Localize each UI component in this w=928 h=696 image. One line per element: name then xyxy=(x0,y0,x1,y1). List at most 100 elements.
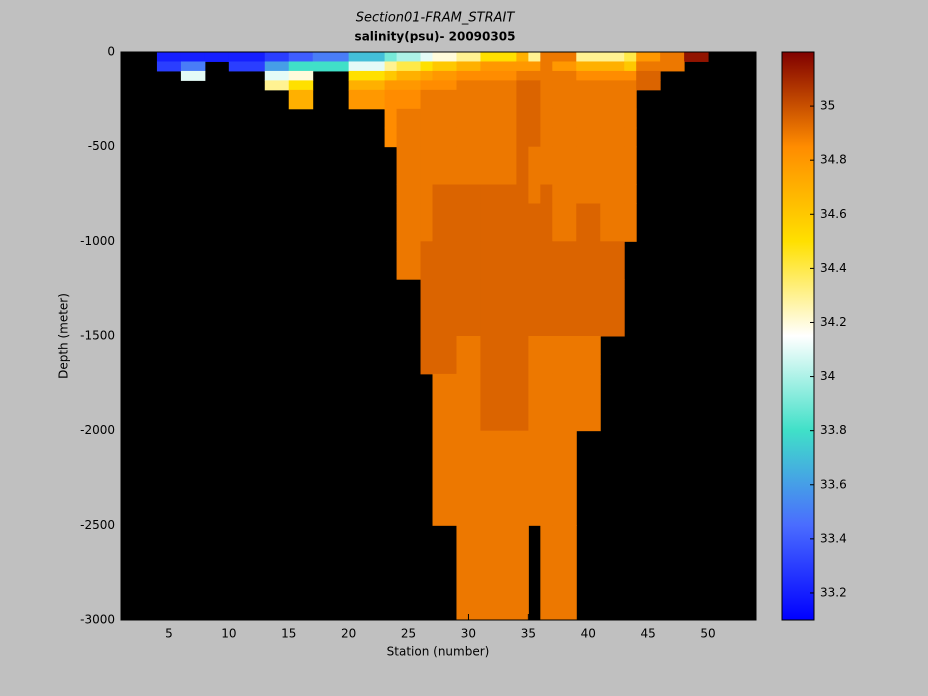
heatmap-cell xyxy=(480,127,517,148)
heatmap-cell xyxy=(516,336,529,375)
x-tick-label: 15 xyxy=(281,627,296,641)
heatmap-cell xyxy=(432,108,457,129)
heatmap-cell xyxy=(432,279,457,337)
heatmap-cell xyxy=(384,108,398,129)
heatmap-cell xyxy=(636,52,661,62)
heatmap-cell xyxy=(552,203,577,242)
heatmap-cell xyxy=(528,184,541,204)
heatmap-cell xyxy=(552,373,577,432)
heatmap-cell xyxy=(456,146,481,186)
heatmap-cell xyxy=(420,184,434,204)
heatmap-cell xyxy=(528,336,541,375)
heatmap-cell xyxy=(456,373,481,432)
heatmap-cell xyxy=(516,184,529,204)
heatmap-cell xyxy=(264,61,290,72)
heatmap-cell xyxy=(480,373,517,432)
heatmap-cell xyxy=(540,127,553,148)
heatmap-cell xyxy=(456,525,481,621)
heatmap-cell xyxy=(516,279,529,337)
heatmap-cell xyxy=(636,80,661,91)
heatmap-cell xyxy=(624,108,637,129)
heatmap-cell xyxy=(600,52,625,62)
heatmap-cell xyxy=(684,52,709,62)
heatmap-cell xyxy=(528,373,541,432)
heatmap-cell xyxy=(576,336,601,375)
heatmap-cell xyxy=(576,61,601,72)
heatmap-cell xyxy=(456,89,481,110)
heatmap-cell xyxy=(516,108,529,129)
heatmap-cell xyxy=(528,127,541,148)
heatmap-cell xyxy=(600,184,625,204)
x-tick-label: 45 xyxy=(641,627,656,641)
colorbar-tick-label: 34.6 xyxy=(820,207,847,221)
heatmap-cell xyxy=(180,52,206,62)
heatmap-cell xyxy=(456,279,481,337)
heatmap-cell xyxy=(420,108,434,129)
heatmap-cell xyxy=(600,70,625,81)
heatmap-cell xyxy=(396,52,422,62)
heatmap-cell xyxy=(540,525,553,621)
heatmap-cell xyxy=(624,184,637,204)
heatmap-cell xyxy=(480,430,517,526)
chart-title: Section01-FRAM_STRAIT xyxy=(356,11,516,26)
heatmap-cell xyxy=(552,241,577,280)
heatmap-cell xyxy=(480,89,517,110)
colorbar xyxy=(781,51,815,621)
y-tick-label: -1000 xyxy=(80,234,115,248)
colorbar-tick-label: 33.6 xyxy=(820,477,847,491)
heatmap-cell xyxy=(480,146,517,186)
heatmap-cell xyxy=(552,279,577,337)
heatmap-cell xyxy=(180,61,206,72)
heatmap-cell xyxy=(600,127,625,148)
heatmap-cell xyxy=(576,70,601,81)
heatmap-cell xyxy=(264,52,290,62)
heatmap-cell xyxy=(432,430,457,526)
heatmap-cell xyxy=(576,108,601,129)
heatmap-cell xyxy=(396,184,422,204)
heatmap-cell xyxy=(432,336,457,375)
heatmap-cell xyxy=(432,146,457,186)
x-tick-label: 25 xyxy=(401,627,416,641)
heatmap-cell xyxy=(576,184,601,204)
heatmap-cell xyxy=(432,127,457,148)
heatmap-cell xyxy=(456,203,481,242)
heatmap-cell xyxy=(660,61,685,72)
heatmap-cell xyxy=(432,52,457,62)
heatmap-cell xyxy=(516,89,529,110)
heatmap-cell xyxy=(384,52,398,62)
heatmap-cell xyxy=(576,80,601,91)
heatmap-cell xyxy=(636,70,661,81)
heatmap-cell xyxy=(528,146,541,186)
heatmap-cell xyxy=(516,146,529,186)
x-tick-label: 30 xyxy=(461,627,476,641)
heatmap-cell xyxy=(576,203,601,242)
heatmap-cell xyxy=(576,127,601,148)
heatmap-cell xyxy=(456,70,481,81)
heatmap-cell xyxy=(624,89,637,110)
colorbar-tick-label: 33.8 xyxy=(820,423,847,437)
heatmap-cell xyxy=(540,430,553,526)
heatmap-cell xyxy=(396,70,422,81)
heatmap-cell xyxy=(540,70,553,81)
heatmap-cell xyxy=(396,89,422,110)
heatmap-cell xyxy=(576,279,601,337)
heatmap-cell xyxy=(624,80,637,91)
heatmap-cell xyxy=(528,52,541,62)
heatmap-cell xyxy=(540,61,553,72)
heatmap-cell xyxy=(420,336,434,375)
heatmap-cell xyxy=(600,146,625,186)
heatmap-cell xyxy=(528,61,541,72)
colorbar-tick-label: 34.4 xyxy=(820,261,847,275)
heatmap-cell xyxy=(516,241,529,280)
y-tick-label: -2500 xyxy=(80,518,115,532)
heatmap-cell xyxy=(552,52,577,62)
heatmap-cell xyxy=(540,336,553,375)
heatmap-cell xyxy=(552,70,577,81)
heatmap-cell xyxy=(264,70,290,81)
heatmap-cell xyxy=(576,52,601,62)
heatmap-cell xyxy=(396,108,422,129)
heatmap-cell xyxy=(228,61,266,72)
heatmap-cell xyxy=(624,70,637,81)
heatmap-cell xyxy=(396,80,422,91)
x-tick-label: 40 xyxy=(581,627,596,641)
